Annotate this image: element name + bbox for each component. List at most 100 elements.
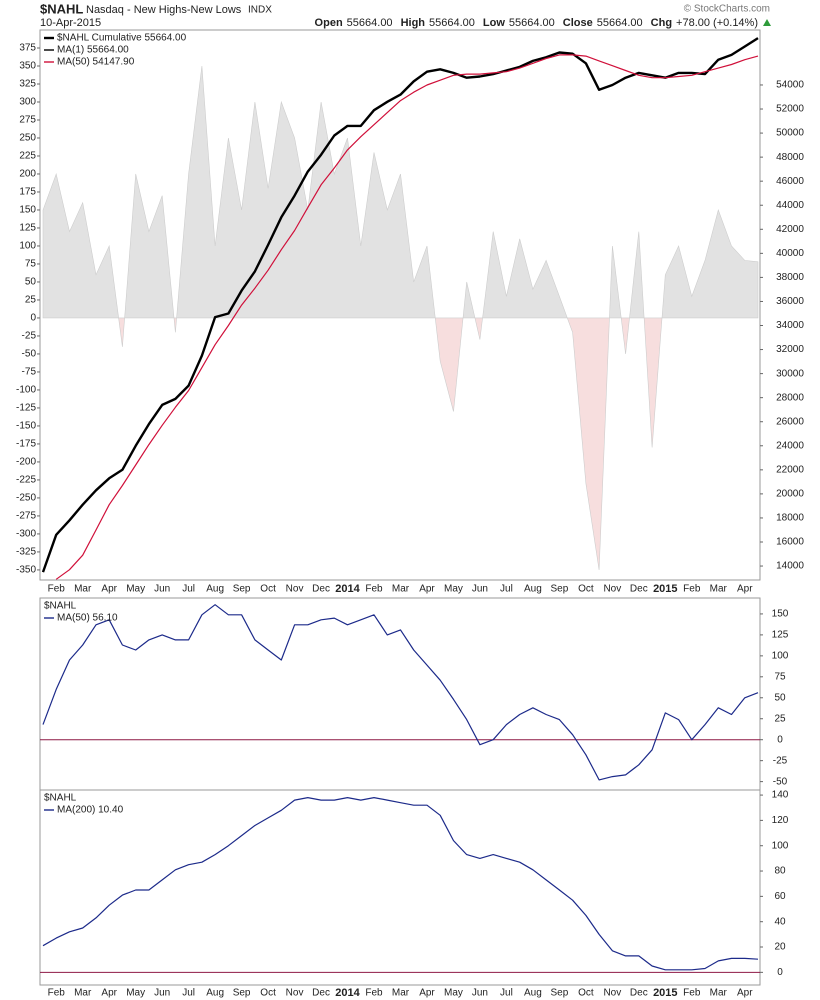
x-tick-label: Jun [472,988,488,999]
y2-tick-label: 38000 [776,272,804,283]
x-tick-label: Dec [312,584,330,595]
y2-tick-label: 16000 [776,537,804,548]
x-tick-label: May [444,584,463,595]
x-tick-label: Feb [48,584,66,595]
y-tick-label: -250 [16,493,36,504]
legend-text: MA(200) 10.40 [57,805,124,816]
quote-value: 55664.00 [347,17,393,29]
y-tick-label: 375 [19,43,36,54]
x-tick-label: Aug [206,584,224,595]
panel-frame [39,789,761,986]
y-tick-label: -350 [16,565,36,576]
x-tick-label: Feb [365,584,383,595]
x-tick-label: Apr [419,988,435,999]
y2-tick-label: 48000 [776,152,804,163]
series-line [42,604,759,781]
x-tick-label: Mar [392,584,410,595]
y2-tick-label: 46000 [776,176,804,187]
y-tick-label: -300 [16,529,36,540]
y2-tick-label: 18000 [776,513,804,524]
y-tick-label: 225 [19,151,36,162]
quote-value: 55664.00 [509,17,555,29]
series-line [41,37,759,573]
y-tick-label: 20 [774,942,786,953]
x-tick-label: Mar [710,988,728,999]
x-tick-label: May [126,584,145,595]
y-tick-label: 300 [19,97,36,108]
x-tick-label: Mar [710,584,728,595]
symbol: $NAHL [40,1,83,16]
y2-tick-label: 28000 [776,392,804,403]
y-tick-label: 150 [772,609,789,620]
y-tick-label: 25 [774,713,786,724]
panel-label: $NAHL [44,601,77,612]
x-tick-label: Feb [48,988,66,999]
x-tick-label: 2014 [335,987,360,999]
y-tick-label: -75 [22,367,37,378]
y-tick-label: 80 [774,866,786,877]
x-tick-label: Aug [524,584,542,595]
y-tick-label: 25 [25,295,37,306]
y2-tick-label: 40000 [776,248,804,259]
x-tick-label: Jul [182,584,195,595]
x-tick-label: Nov [603,988,621,999]
y-tick-label: 60 [774,891,786,902]
y-tick-label: -125 [16,403,36,414]
x-tick-label: Jul [500,988,513,999]
y2-tick-label: 52000 [776,104,804,115]
quote-value: +78.00 (+0.14%) [676,17,758,29]
x-tick-label: Mar [392,988,410,999]
y2-tick-label: 50000 [776,128,804,139]
quote-value: 55664.00 [597,17,643,29]
y-tick-label: 200 [19,169,36,180]
quote-label: High [401,17,426,29]
y-tick-label: 100 [772,840,789,851]
y-tick-label: 150 [19,205,36,216]
change-arrow [763,19,771,26]
nahl-area [42,65,759,570]
x-tick-label: Jun [154,988,170,999]
x-tick-label: Feb [683,584,701,595]
credit: © StockCharts.com [684,4,770,15]
y2-tick-label: 34000 [776,320,804,331]
x-tick-label: Nov [603,584,621,595]
y2-tick-label: 42000 [776,224,804,235]
quote-label: Low [483,17,505,29]
y-tick-label: 120 [772,815,789,826]
y2-tick-label: 20000 [776,489,804,500]
y2-tick-label: 30000 [776,368,804,379]
quote-label: Open [315,17,343,29]
y-tick-label: -50 [22,349,37,360]
x-tick-label: Jul [182,988,195,999]
legend-text: MA(50) 54147.90 [57,57,135,68]
y2-tick-label: 32000 [776,344,804,355]
y-tick-label: 125 [19,223,36,234]
x-tick-label: Feb [365,988,383,999]
x-tick-label: Dec [630,584,648,595]
y-tick-label: 0 [777,967,783,978]
y-tick-label: -25 [22,331,37,342]
y-tick-label: 125 [772,630,789,641]
series-line [42,797,759,971]
y-tick-label: 325 [19,79,36,90]
x-tick-label: Jun [472,584,488,595]
x-tick-label: Aug [524,988,542,999]
x-tick-label: Dec [630,988,648,999]
panel-label: $NAHL [44,793,77,804]
y2-tick-label: 36000 [776,296,804,307]
x-tick-label: Sep [233,584,251,595]
y-tick-label: 75 [25,259,37,270]
y-tick-label: -150 [16,421,36,432]
panel-frame [39,29,761,581]
x-tick-label: Apr [101,584,117,595]
legend-text: $NAHL Cumulative 55664.00 [57,33,187,44]
y-tick-label: -225 [16,475,36,486]
y2-tick-label: 54000 [776,80,804,91]
x-tick-label: Nov [286,988,304,999]
y-tick-label: 140 [772,790,789,801]
quote: Open 55664.00 High 55664.00 Low 55664.00 Close… [315,17,758,29]
x-tick-label: Oct [260,584,276,595]
y-tick-label: 100 [772,650,789,661]
